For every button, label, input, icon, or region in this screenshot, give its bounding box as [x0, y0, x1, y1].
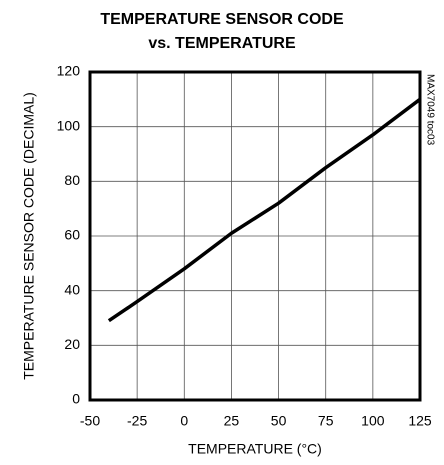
x-tick-label: 100 — [361, 413, 385, 429]
x-tick-label: 25 — [224, 413, 240, 429]
y-tick-label: 0 — [72, 391, 80, 407]
plot-frame — [88, 70, 422, 402]
data-line — [107, 97, 422, 323]
y-tick-label: 80 — [64, 172, 80, 188]
y-tick-label: 60 — [64, 227, 80, 243]
y-tick-label: 120 — [57, 63, 81, 79]
x-tick-label: 75 — [318, 413, 334, 429]
y-tick-label: 100 — [57, 117, 81, 133]
annotation: MAX7049 toc03 — [424, 74, 435, 146]
x-tick-label: -25 — [127, 413, 147, 429]
chart-title: vs. TEMPERATURE — [148, 35, 296, 52]
y-axis-label: TEMPERATURE SENSOR CODE (DECIMAL) — [21, 92, 37, 380]
y-tick-label: 40 — [64, 281, 80, 297]
x-tick-label: -50 — [80, 413, 100, 429]
chart-title: TEMPERATURE SENSOR CODE — [100, 11, 344, 28]
x-axis-label: TEMPERATURE (°C) — [188, 441, 322, 457]
x-tick-label: 125 — [408, 413, 432, 429]
x-tick-label: 50 — [271, 413, 287, 429]
x-tick-label: 0 — [180, 413, 188, 429]
y-tick-label: 20 — [64, 336, 80, 352]
